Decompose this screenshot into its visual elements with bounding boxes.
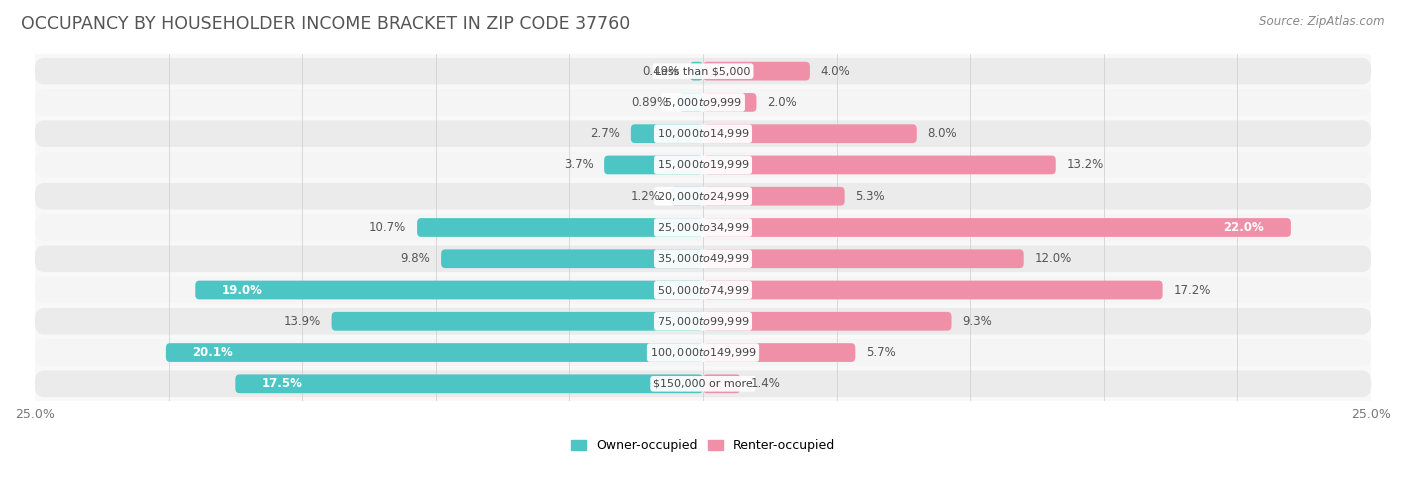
Text: 19.0%: 19.0%: [222, 283, 263, 297]
FancyBboxPatch shape: [35, 339, 1371, 366]
FancyBboxPatch shape: [703, 62, 810, 80]
FancyBboxPatch shape: [35, 277, 1371, 303]
FancyBboxPatch shape: [166, 343, 703, 362]
Text: $10,000 to $14,999: $10,000 to $14,999: [657, 127, 749, 140]
Text: $25,000 to $34,999: $25,000 to $34,999: [657, 221, 749, 234]
Text: $5,000 to $9,999: $5,000 to $9,999: [664, 96, 742, 109]
FancyBboxPatch shape: [605, 155, 703, 174]
FancyBboxPatch shape: [35, 245, 1371, 272]
FancyBboxPatch shape: [35, 58, 1371, 84]
Legend: Owner-occupied, Renter-occupied: Owner-occupied, Renter-occupied: [567, 434, 839, 457]
Text: 2.0%: 2.0%: [768, 96, 797, 109]
Text: $75,000 to $99,999: $75,000 to $99,999: [657, 315, 749, 328]
Text: 5.3%: 5.3%: [855, 190, 884, 203]
Text: 4.0%: 4.0%: [821, 65, 851, 77]
FancyBboxPatch shape: [690, 62, 703, 80]
Text: 9.8%: 9.8%: [401, 252, 430, 265]
Text: 13.2%: 13.2%: [1066, 158, 1104, 171]
FancyBboxPatch shape: [235, 375, 703, 393]
Text: $15,000 to $19,999: $15,000 to $19,999: [657, 158, 749, 171]
FancyBboxPatch shape: [195, 281, 703, 300]
FancyBboxPatch shape: [703, 281, 1163, 300]
Text: $20,000 to $24,999: $20,000 to $24,999: [657, 190, 749, 203]
FancyBboxPatch shape: [703, 155, 1056, 174]
Text: 3.7%: 3.7%: [564, 158, 593, 171]
Text: Source: ZipAtlas.com: Source: ZipAtlas.com: [1260, 15, 1385, 28]
Text: $35,000 to $49,999: $35,000 to $49,999: [657, 252, 749, 265]
Text: 22.0%: 22.0%: [1223, 221, 1264, 234]
Text: 0.49%: 0.49%: [643, 65, 679, 77]
FancyBboxPatch shape: [703, 343, 855, 362]
Text: 17.5%: 17.5%: [262, 377, 302, 390]
FancyBboxPatch shape: [703, 249, 1024, 268]
FancyBboxPatch shape: [631, 124, 703, 143]
Text: $100,000 to $149,999: $100,000 to $149,999: [650, 346, 756, 359]
Text: Less than $5,000: Less than $5,000: [655, 66, 751, 76]
FancyBboxPatch shape: [35, 308, 1371, 335]
Text: 1.2%: 1.2%: [630, 190, 661, 203]
Text: 20.1%: 20.1%: [193, 346, 233, 359]
Text: 12.0%: 12.0%: [1035, 252, 1071, 265]
Text: 9.3%: 9.3%: [962, 315, 993, 328]
FancyBboxPatch shape: [35, 151, 1371, 178]
FancyBboxPatch shape: [703, 93, 756, 112]
Text: $150,000 or more: $150,000 or more: [654, 379, 752, 389]
Text: 10.7%: 10.7%: [370, 221, 406, 234]
FancyBboxPatch shape: [679, 93, 703, 112]
FancyBboxPatch shape: [418, 218, 703, 237]
FancyBboxPatch shape: [35, 120, 1371, 147]
FancyBboxPatch shape: [35, 89, 1371, 116]
Text: 13.9%: 13.9%: [284, 315, 321, 328]
Text: 0.89%: 0.89%: [631, 96, 668, 109]
Text: 5.7%: 5.7%: [866, 346, 896, 359]
Text: 2.7%: 2.7%: [591, 127, 620, 140]
FancyBboxPatch shape: [703, 124, 917, 143]
FancyBboxPatch shape: [703, 218, 1291, 237]
Text: 8.0%: 8.0%: [928, 127, 957, 140]
Text: OCCUPANCY BY HOUSEHOLDER INCOME BRACKET IN ZIP CODE 37760: OCCUPANCY BY HOUSEHOLDER INCOME BRACKET …: [21, 15, 630, 33]
FancyBboxPatch shape: [703, 187, 845, 206]
FancyBboxPatch shape: [332, 312, 703, 331]
FancyBboxPatch shape: [671, 187, 703, 206]
Text: 1.4%: 1.4%: [751, 377, 780, 390]
FancyBboxPatch shape: [703, 375, 741, 393]
FancyBboxPatch shape: [703, 312, 952, 331]
Text: $50,000 to $74,999: $50,000 to $74,999: [657, 283, 749, 297]
FancyBboxPatch shape: [35, 214, 1371, 241]
FancyBboxPatch shape: [35, 371, 1371, 397]
Text: 17.2%: 17.2%: [1174, 283, 1211, 297]
FancyBboxPatch shape: [441, 249, 703, 268]
FancyBboxPatch shape: [35, 183, 1371, 209]
